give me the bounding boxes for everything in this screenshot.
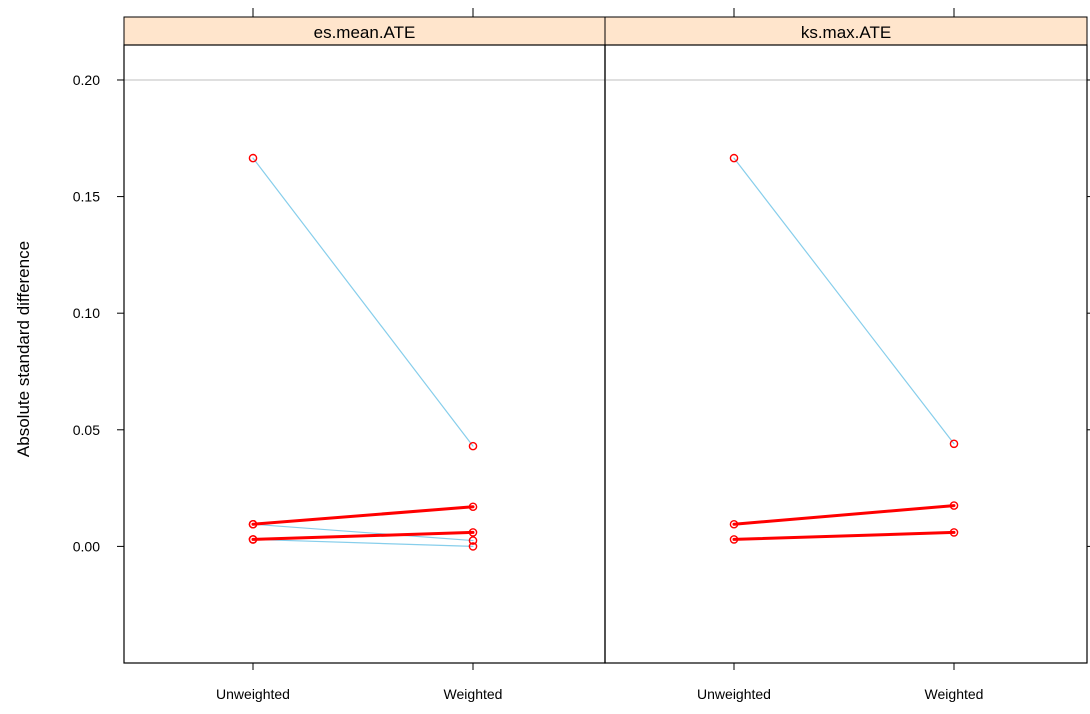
panel-strip (123, 16, 606, 46)
panel-title: ks.max.ATE (801, 23, 891, 42)
series-line (252, 157, 474, 447)
y-tick-label: 0.15 (73, 189, 100, 205)
x-tick-label: Unweighted (216, 686, 290, 702)
y-tick-label: 0.05 (73, 422, 100, 438)
data-point (248, 519, 258, 529)
x-tick-label: Weighted (444, 686, 503, 702)
data-point (949, 528, 959, 537)
series-line (732, 530, 956, 541)
x-tick-label: Weighted (925, 686, 984, 702)
series-line (252, 523, 474, 542)
y-axis-label: Absolute standard difference (14, 241, 33, 457)
data-point (468, 536, 478, 545)
series-line (251, 505, 475, 526)
data-point (729, 519, 739, 529)
panel-border (123, 44, 606, 664)
data-point (949, 501, 959, 510)
data-point (468, 441, 478, 451)
y-tick-label: 0.00 (73, 538, 100, 554)
x-tick-label: Unweighted (697, 686, 771, 702)
panel-title: es.mean.ATE (314, 23, 416, 42)
series-line (732, 504, 956, 526)
series-line (251, 530, 475, 541)
data-point (248, 153, 258, 163)
series-line (252, 538, 474, 547)
data-point (468, 542, 478, 551)
data-point (729, 153, 739, 163)
data-point (729, 535, 739, 544)
panel-border (604, 44, 1088, 664)
y-tick-label: 0.20 (73, 72, 100, 88)
series-line (733, 157, 955, 445)
data-point (468, 528, 478, 537)
data-point (949, 439, 959, 449)
y-tick-label: 0.10 (73, 305, 100, 321)
data-point (248, 535, 258, 544)
data-point (468, 502, 478, 512)
